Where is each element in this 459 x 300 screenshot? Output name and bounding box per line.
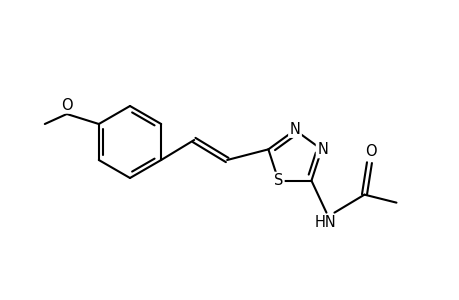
- Text: N: N: [317, 142, 327, 157]
- Text: S: S: [273, 173, 283, 188]
- Text: O: O: [61, 98, 73, 113]
- Text: N: N: [289, 122, 300, 136]
- Text: HN: HN: [314, 215, 336, 230]
- Text: O: O: [364, 144, 375, 159]
